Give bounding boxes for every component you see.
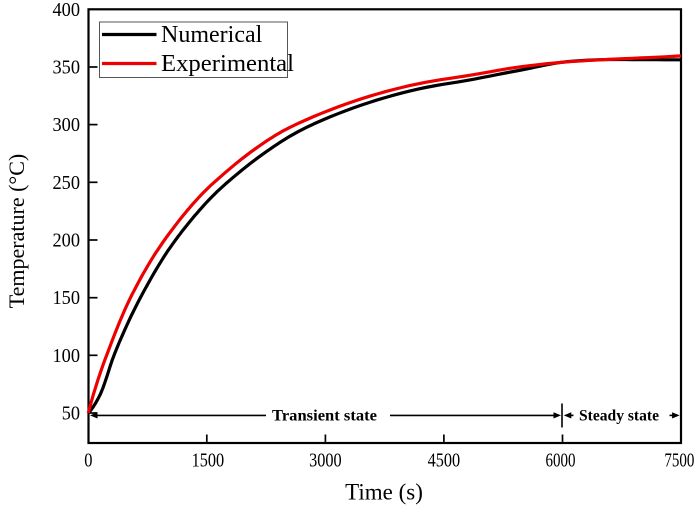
svg-text:Temperature (°C): Temperature (°C) xyxy=(4,154,29,308)
svg-text:250: 250 xyxy=(53,173,81,194)
svg-text:0: 0 xyxy=(84,450,92,471)
svg-text:150: 150 xyxy=(53,288,81,309)
svg-text:Steady state: Steady state xyxy=(579,408,659,425)
svg-text:3000: 3000 xyxy=(309,450,342,471)
svg-text:Transient state: Transient state xyxy=(272,408,377,425)
svg-text:50: 50 xyxy=(62,404,80,425)
svg-text:100: 100 xyxy=(53,346,81,367)
svg-text:7500: 7500 xyxy=(664,450,694,471)
svg-text:200: 200 xyxy=(53,231,81,252)
svg-text:350: 350 xyxy=(53,58,81,79)
svg-text:Numerical: Numerical xyxy=(161,22,263,48)
svg-text:300: 300 xyxy=(53,115,81,136)
svg-text:1500: 1500 xyxy=(192,450,225,471)
svg-text:6000: 6000 xyxy=(546,450,576,471)
svg-text:400: 400 xyxy=(53,0,81,21)
svg-text:Experimental: Experimental xyxy=(161,51,294,77)
svg-text:Time (s): Time (s) xyxy=(345,480,423,505)
svg-text:4500: 4500 xyxy=(428,450,461,471)
